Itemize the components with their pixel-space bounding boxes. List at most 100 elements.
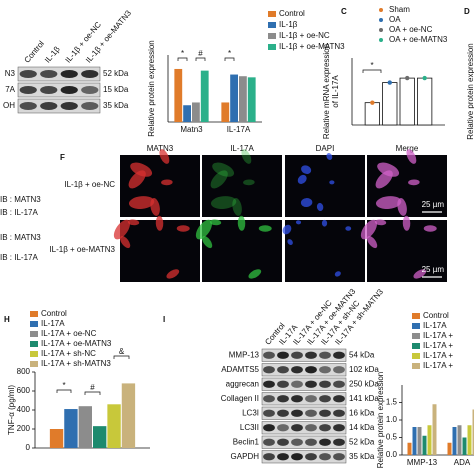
mean-dot: [387, 80, 392, 85]
cell: [161, 179, 173, 186]
cell: [377, 162, 400, 177]
legend-label: IL-17A: [41, 319, 65, 328]
bar: [183, 105, 191, 122]
size-label: 250 kDa: [349, 379, 379, 388]
y-axis-label: Relative protein expression: [147, 40, 156, 137]
cell: [321, 219, 328, 227]
cell: [374, 219, 387, 226]
cell: [209, 219, 222, 226]
ib-label: IB : IL-17A: [0, 208, 38, 217]
blot-band: [319, 438, 331, 446]
legend-symbol: [30, 311, 38, 317]
blot-band: [19, 102, 37, 110]
cell: [176, 225, 190, 232]
legend-symbol: [412, 333, 420, 339]
blot-band: [19, 70, 37, 78]
legend-label: IL-17A + sh-MATN3: [41, 359, 111, 368]
bar: [467, 425, 472, 455]
cell: [402, 215, 411, 231]
blot-band: [333, 366, 345, 374]
legend-label: Sham: [389, 5, 410, 14]
cell: [287, 239, 293, 246]
mean-dot: [370, 100, 375, 105]
blot-band: [291, 351, 303, 359]
legend-label: Control: [423, 311, 449, 320]
blot-band: [319, 366, 331, 374]
cell: [334, 271, 341, 277]
legend-symbol: [412, 323, 420, 329]
cell: [155, 215, 164, 231]
cell: [166, 269, 180, 279]
significance-mark: *: [228, 49, 231, 58]
legend-label: OA + oe-MATN3: [389, 35, 448, 44]
legend-label: IL-17A + oe-NC: [41, 329, 97, 338]
blot-strip: [17, 66, 101, 82]
cell: [243, 179, 255, 186]
blot-band: [319, 380, 331, 388]
panel-label: F: [60, 153, 65, 162]
y-tick-label: 400: [17, 405, 31, 414]
cell: [413, 269, 427, 279]
cell: [113, 219, 131, 240]
blot-band: [319, 453, 331, 461]
blot-band: [305, 366, 317, 374]
bar: [239, 76, 247, 122]
row-label: MMP-13: [229, 350, 260, 359]
cell: [128, 196, 155, 209]
bar: [230, 74, 238, 122]
blot-band: [319, 395, 331, 403]
row-label: 7A: [5, 85, 15, 94]
panel-label: H: [4, 315, 10, 324]
lane-label: IL-1β: [43, 44, 62, 64]
cell: [258, 225, 272, 232]
blot-band: [40, 86, 58, 94]
cell: [210, 170, 228, 189]
blot-band: [291, 453, 303, 461]
blot-band: [81, 86, 99, 94]
y-tick-label: 200: [17, 424, 31, 433]
blot-band: [291, 409, 303, 417]
legend-symbol: [30, 331, 38, 337]
size-label: 52 kDa: [103, 69, 129, 78]
x-tick-label: Matn3: [180, 125, 203, 134]
bar: [93, 426, 107, 448]
cell: [248, 269, 262, 279]
bar: [364, 102, 380, 126]
bar: [64, 409, 78, 448]
ib-label: IB : MATN3: [0, 233, 41, 242]
bar: [462, 437, 467, 455]
significance-mark: &: [119, 347, 125, 356]
row-label: LC3II: [240, 423, 259, 432]
cell: [210, 196, 237, 209]
blot-band: [291, 424, 303, 432]
significance-bracket: [177, 57, 188, 61]
significance-mark: #: [198, 49, 203, 58]
cell: [360, 219, 378, 240]
legend-label: OA + oe-NC: [389, 25, 433, 34]
legend-symbol: [412, 353, 420, 359]
blot-band: [333, 453, 345, 461]
blot-band: [305, 424, 317, 432]
legend-symbol: [379, 18, 383, 22]
significance-mark: #: [90, 383, 95, 392]
y-tick-label: 0.0: [386, 450, 398, 459]
legend-symbol: [30, 351, 38, 357]
legend-label: Control: [41, 309, 67, 318]
bar: [457, 425, 462, 455]
legend-label: IL-17A +: [423, 351, 453, 360]
blot-band: [319, 409, 331, 417]
significance-bracket: [195, 57, 206, 61]
mean-dot: [405, 75, 410, 81]
lane-label: Control: [23, 39, 47, 65]
legend-symbol: [268, 33, 276, 39]
size-label: 16 kDa: [349, 408, 375, 417]
cell: [329, 180, 335, 185]
blot-band: [60, 86, 78, 94]
legend-label: IL-17A: [423, 321, 447, 330]
bar: [417, 77, 433, 126]
size-label: 102 kDa: [349, 365, 379, 374]
blot-band: [277, 438, 289, 446]
bar: [78, 406, 92, 448]
bar: [382, 82, 398, 126]
legend-symbol: [379, 28, 383, 32]
